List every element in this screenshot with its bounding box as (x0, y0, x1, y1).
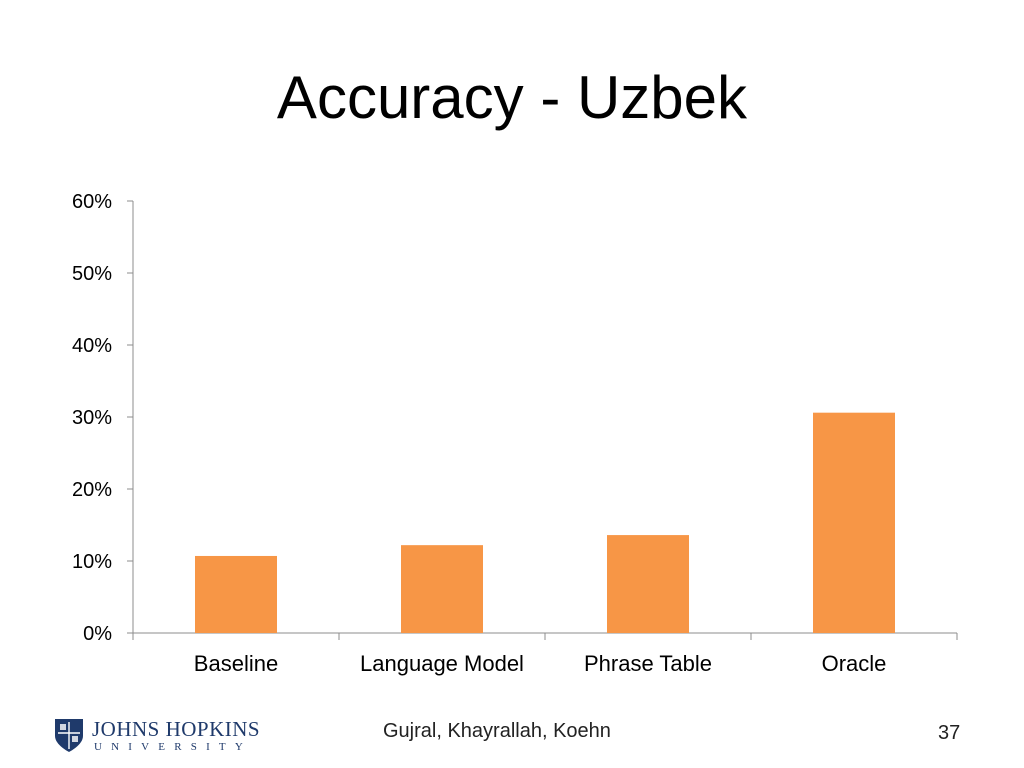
bar (813, 412, 895, 633)
y-tick-label: 60% (72, 191, 112, 213)
slide-title: Accuracy - Uzbek (276, 64, 748, 131)
page-number: 37 (938, 722, 961, 744)
university-logo: JOHNS HOPKINS UNIVERSITY (52, 716, 260, 756)
bar (195, 555, 277, 633)
logo-subtitle: UNIVERSITY (94, 741, 252, 753)
x-tick-label: Language Model (360, 651, 524, 676)
x-tick-label: Oracle (822, 651, 887, 676)
jhu-shield-icon (55, 719, 83, 752)
bar (607, 535, 689, 633)
y-tick-label: 30% (72, 407, 112, 429)
footer-authors: Gujral, Khayrallah, Koehn (383, 720, 611, 742)
logo-name: JOHNS HOPKINS (92, 717, 261, 741)
y-tick-label: 10% (72, 551, 112, 573)
y-tick-label: 0% (83, 623, 112, 645)
y-tick-label: 40% (72, 335, 112, 357)
x-tick-label: Baseline (194, 651, 278, 676)
y-tick-label: 50% (72, 263, 112, 285)
bar (401, 545, 483, 633)
bar-chart: 0% 10% 20% 30% 40% 50% 60% Baseline Language Mod… (72, 191, 958, 676)
y-tick-label: 20% (72, 479, 112, 501)
x-tick-label: Phrase Table (584, 651, 712, 676)
